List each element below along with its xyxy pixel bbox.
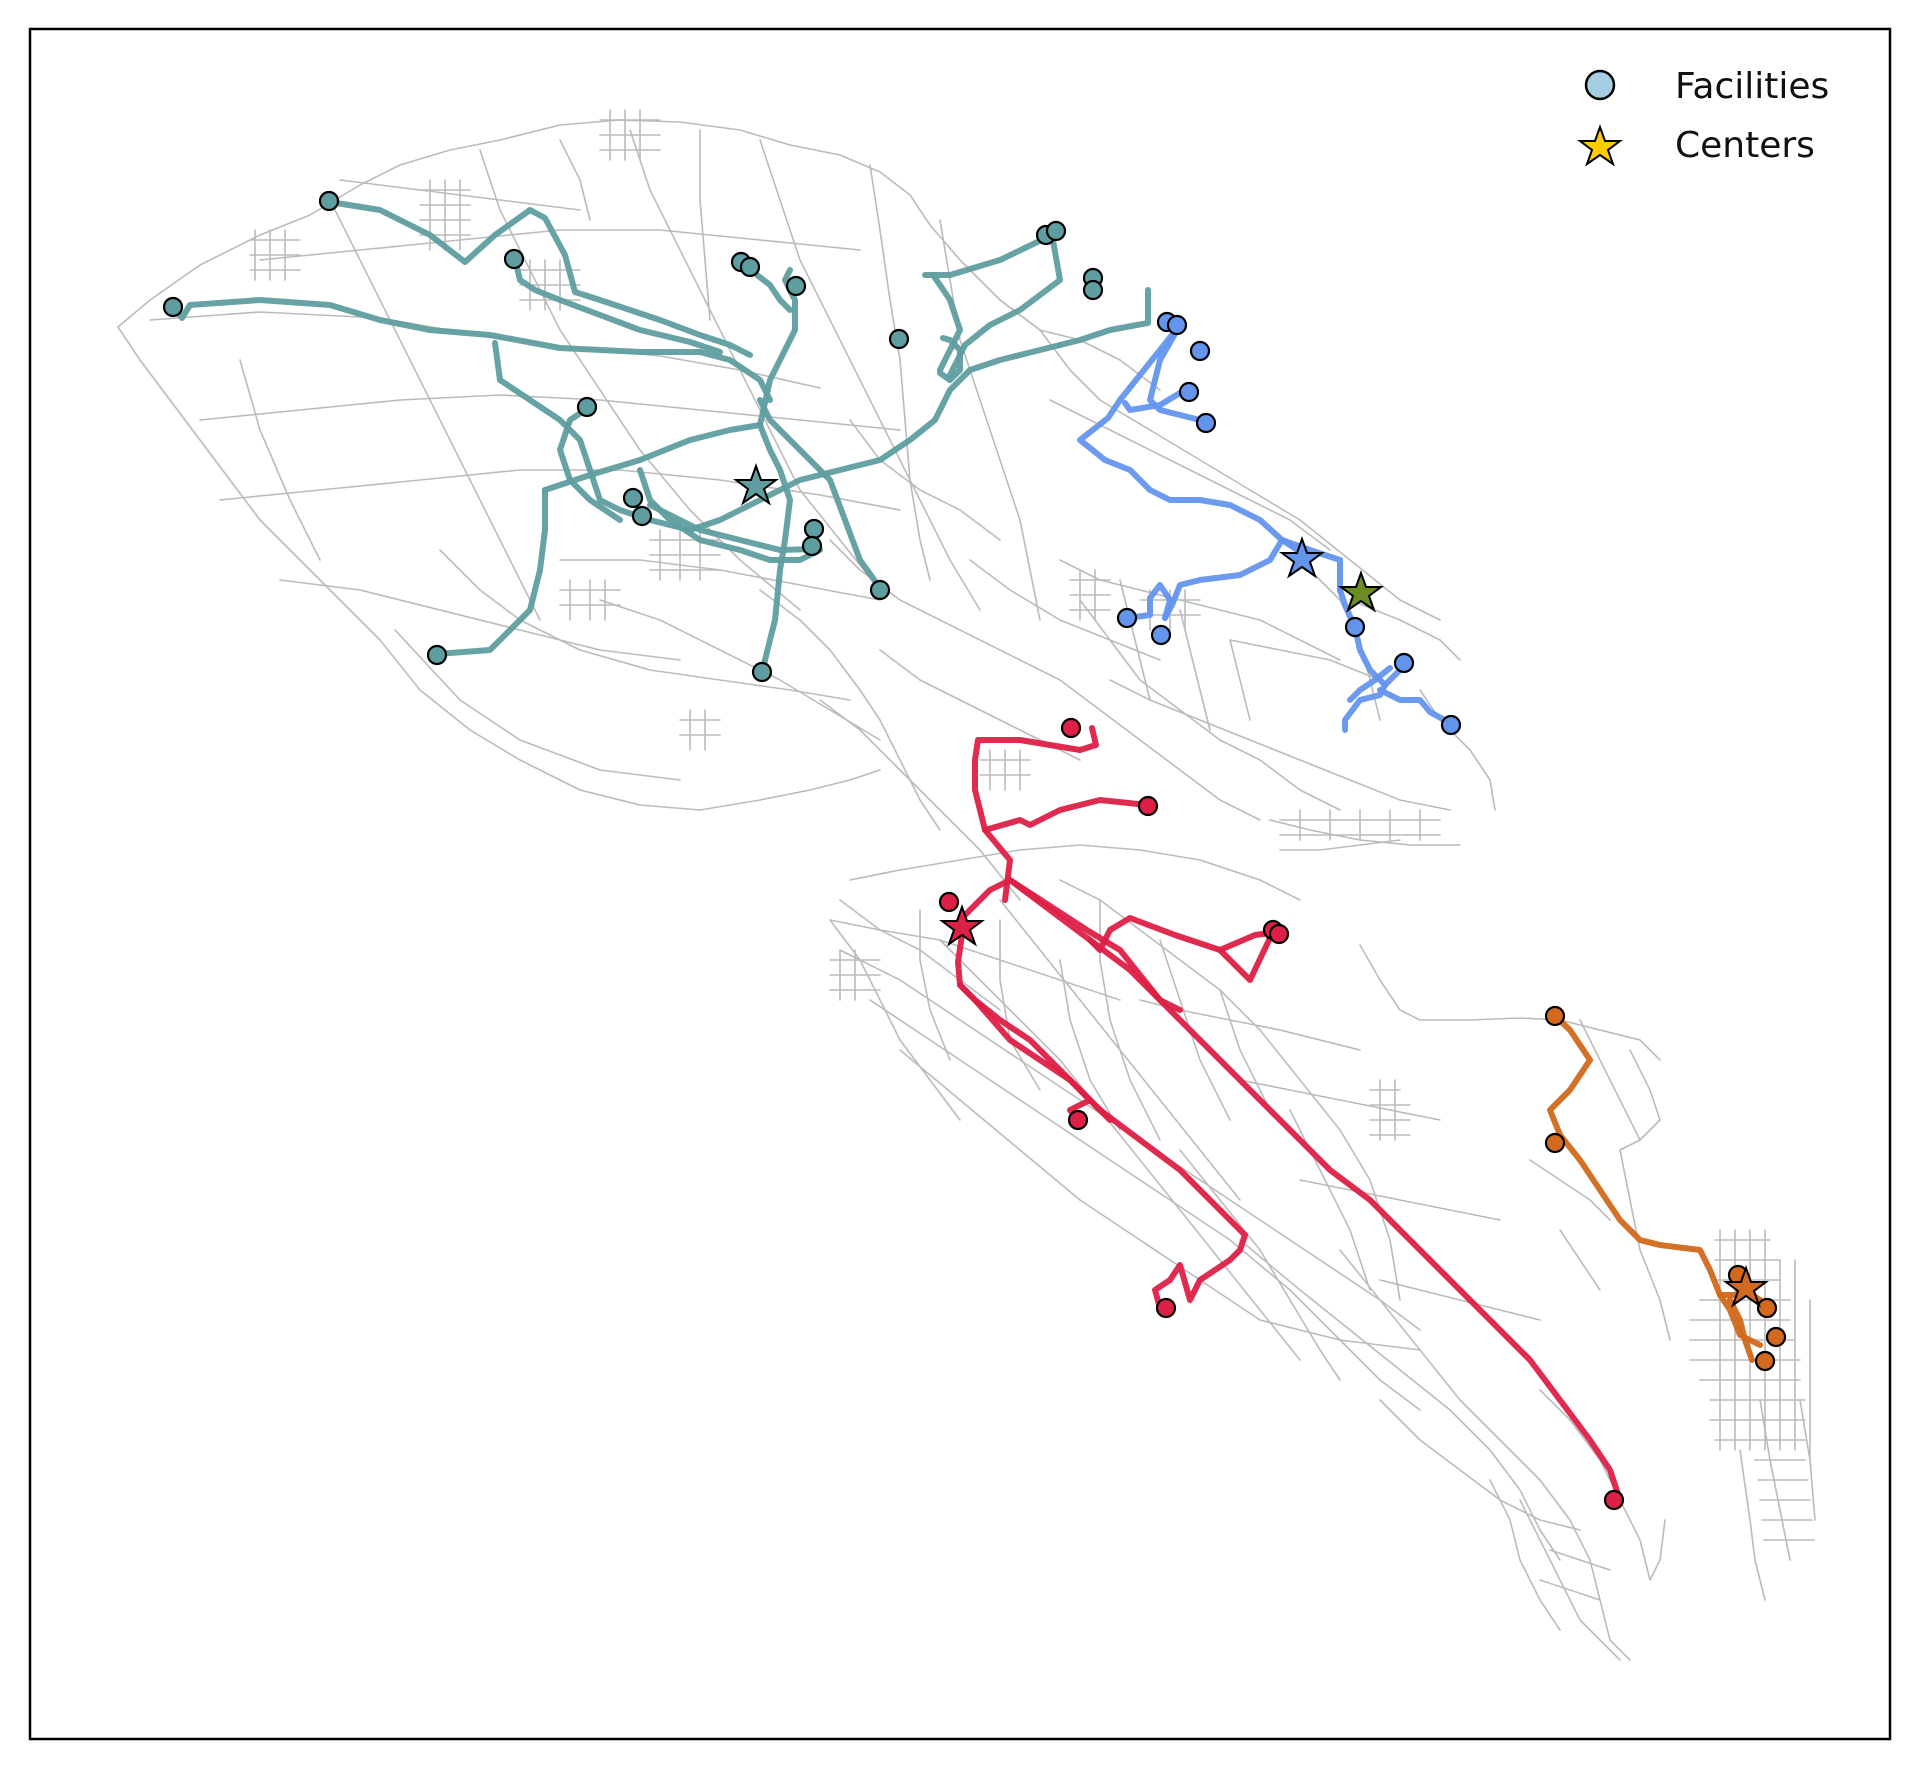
facility-marker (162, 296, 184, 318)
facility-marker (1544, 1132, 1566, 1154)
facility-marker (888, 328, 910, 350)
center-star-teal (733, 463, 779, 506)
facility-marker (1393, 652, 1415, 674)
red-facilities (938, 717, 1625, 1511)
facility-marker (938, 891, 960, 913)
legend: Facilities Centers (1577, 66, 1829, 167)
facility-marker (1150, 624, 1172, 646)
facility-marker (1544, 1005, 1566, 1027)
facility-marker (1440, 714, 1462, 736)
facility-marker (318, 190, 340, 212)
legend-centers-label: Centers (1675, 125, 1815, 166)
legend-facility-marker (1584, 69, 1616, 101)
red-routes (952, 725, 1623, 1503)
facility-marker (1754, 1350, 1776, 1372)
teal-facilities (162, 190, 1104, 683)
facility-marker (1765, 1326, 1787, 1348)
facility-marker (1137, 795, 1159, 817)
facility-marker (426, 644, 448, 666)
facility-marker (1756, 1297, 1778, 1319)
teal-routes (170, 199, 1151, 675)
facility-marker (785, 275, 807, 297)
center-star-orange (1723, 1265, 1769, 1308)
legend-center-marker (1577, 124, 1623, 167)
facility-marker (576, 396, 598, 418)
facility-marker (1344, 616, 1366, 638)
facility-marker (1045, 220, 1067, 242)
facility-marker (1067, 1109, 1089, 1131)
facility-marker (1603, 1489, 1625, 1511)
centers (733, 463, 1769, 1308)
blue-facilities (1116, 311, 1462, 736)
facility-marker (803, 518, 825, 540)
facility-marker (801, 535, 823, 557)
facility-marker (1116, 607, 1138, 629)
facility-marker (1178, 381, 1200, 403)
facility-marker (1060, 717, 1082, 739)
facility-marker (869, 579, 891, 601)
orange-routes (1547, 1012, 1773, 1363)
facility-marker (1189, 340, 1211, 362)
facility-marker (739, 256, 761, 278)
facility-marker (1166, 314, 1188, 336)
facility-marker (751, 661, 773, 683)
facility-marker (1268, 923, 1290, 945)
center-star-blue (1279, 536, 1325, 579)
facility-marker (1195, 412, 1217, 434)
blue-routes (1077, 322, 1453, 733)
facility-marker (622, 487, 644, 509)
orange-facilities (1544, 1005, 1787, 1372)
facility-marker (1155, 1297, 1177, 1319)
routes (170, 199, 1773, 1503)
facility-marker (503, 248, 525, 270)
facility-marker (1082, 279, 1104, 301)
axes-frame (28, 27, 1892, 1741)
center-star-red (939, 904, 985, 947)
facility-marker (631, 505, 653, 527)
legend-facilities-label: Facilities (1675, 66, 1829, 107)
facilities (162, 190, 1787, 1511)
center-star-green (1338, 570, 1384, 613)
